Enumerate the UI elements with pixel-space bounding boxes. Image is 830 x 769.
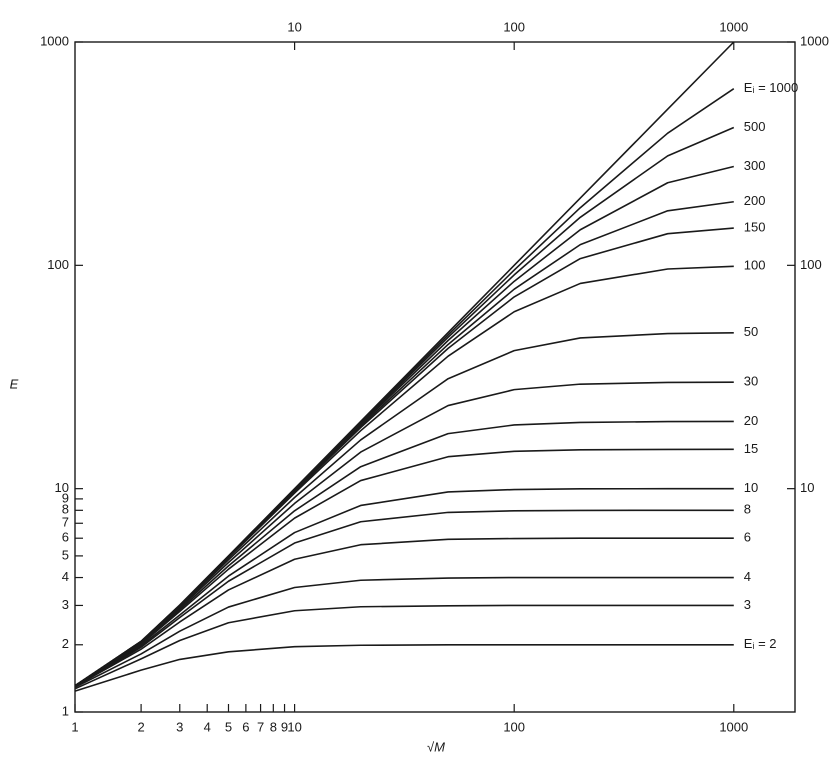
curve — [75, 578, 734, 688]
x-tick-label: 2 — [137, 719, 144, 734]
curve-label: 300 — [744, 158, 766, 173]
curve — [75, 645, 734, 691]
y-tick-label: 7 — [62, 515, 69, 530]
curve-label: 6 — [744, 530, 751, 545]
y-tick-label: 6 — [62, 530, 69, 545]
y-tick-label: 100 — [47, 257, 69, 272]
curve-label: 3 — [744, 597, 751, 612]
x-tick-label: 4 — [204, 719, 211, 734]
curve-label: Eᵢ = 2 — [744, 636, 777, 651]
x-tick-label: 10 — [287, 719, 301, 734]
chart: E √M 12345678910100100012345678910100100… — [0, 0, 830, 769]
x-tick-label: 1 — [71, 719, 78, 734]
x-tick-label: 3 — [176, 719, 183, 734]
x-tick-label: 100 — [503, 719, 525, 734]
y-tick-label: 3 — [62, 597, 69, 612]
curve — [75, 510, 734, 686]
x2-tick-label: 1000 — [719, 19, 748, 34]
curve — [75, 42, 734, 686]
curve-label: 30 — [744, 374, 758, 389]
curve-label: 8 — [744, 502, 751, 517]
y-tick-label: 5 — [62, 547, 69, 562]
curve — [75, 127, 734, 685]
curve — [75, 166, 734, 685]
y-tick-label: 10 — [55, 480, 69, 495]
x-tick-label: 1000 — [719, 719, 748, 734]
x-tick-label: 5 — [225, 719, 232, 734]
y2-tick-label: 100 — [800, 257, 822, 272]
curve — [75, 605, 734, 688]
curve-label: 50 — [744, 324, 758, 339]
curve-label: 100 — [744, 258, 766, 273]
x-tick-label: 6 — [242, 719, 249, 734]
x-tick-label: 8 — [270, 719, 277, 734]
y-tick-label: 2 — [62, 636, 69, 651]
curve-label: 500 — [744, 119, 766, 134]
y-axis-label: E — [10, 376, 19, 391]
y-tick-label: 1000 — [40, 33, 69, 48]
x-axis-label: √M — [427, 739, 445, 754]
y-tick-label: 4 — [62, 569, 69, 584]
curve-label: 150 — [744, 220, 766, 235]
curve — [75, 489, 734, 687]
curve-label: 20 — [744, 413, 758, 428]
curve-label: 200 — [744, 193, 766, 208]
curve-label: 4 — [744, 569, 751, 584]
x2-tick-label: 100 — [503, 19, 525, 34]
x-tick-label: 7 — [257, 719, 264, 734]
y2-tick-label: 10 — [800, 480, 814, 495]
curve-label: 10 — [744, 480, 758, 495]
curve — [75, 421, 734, 685]
curve — [75, 449, 734, 685]
x2-tick-label: 10 — [287, 19, 301, 34]
curve-label: Eᵢ = 1000 — [744, 80, 798, 95]
y2-tick-label: 1000 — [800, 33, 829, 48]
curve-label: 15 — [744, 441, 758, 456]
curve — [75, 382, 734, 686]
y-tick-label: 1 — [62, 703, 69, 718]
